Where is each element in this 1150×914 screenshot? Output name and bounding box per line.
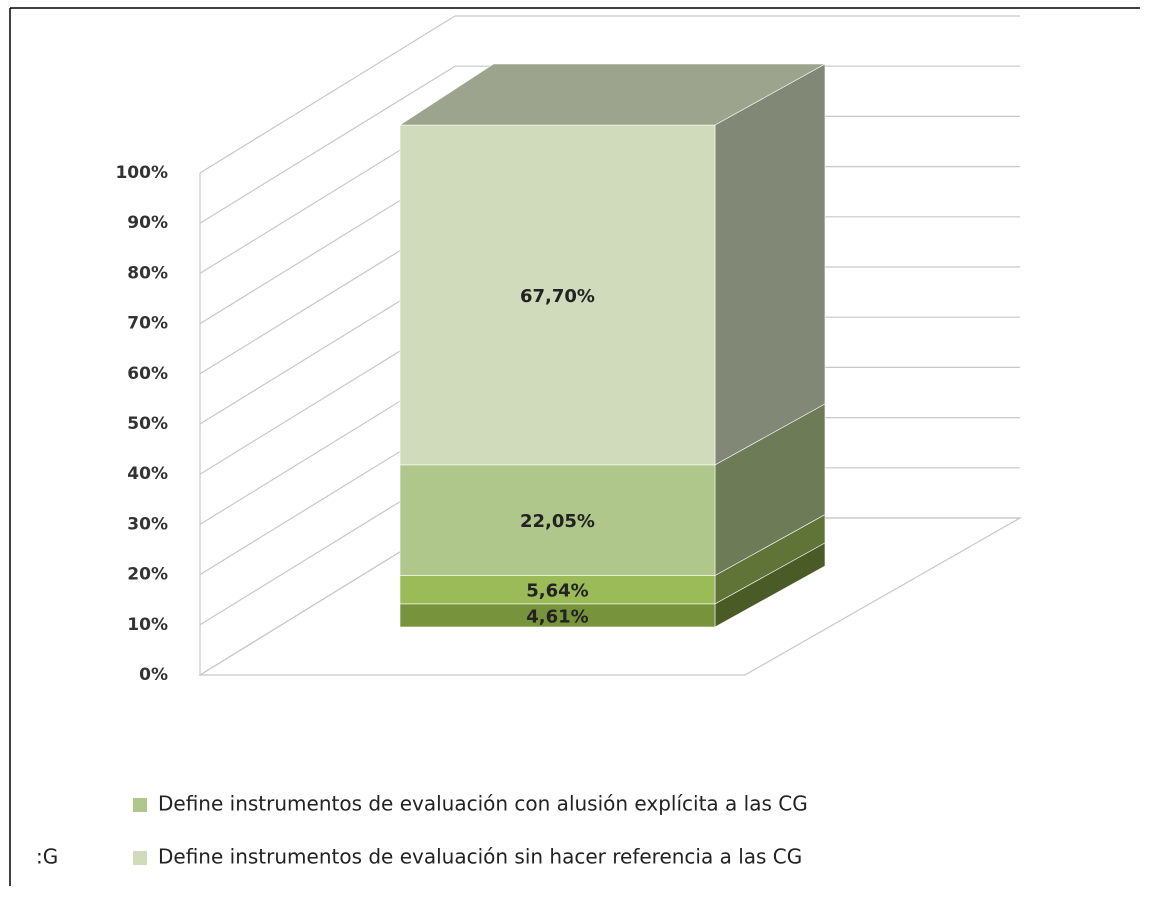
value-label: 5,64% xyxy=(526,581,588,602)
legend-swatch xyxy=(133,851,147,865)
y-tick-label: 20% xyxy=(127,565,168,585)
bar-segment xyxy=(399,575,716,605)
y-tick-label: 90% xyxy=(127,213,168,233)
y-tick-label: 60% xyxy=(127,364,168,384)
y-tick-label: 100% xyxy=(115,163,168,183)
legend-label: Define instrumentos de evaluación sin ha… xyxy=(158,845,802,869)
value-label: 4,61% xyxy=(526,606,588,627)
grid-line xyxy=(199,65,456,224)
bar-segment xyxy=(399,464,716,576)
bar-segment xyxy=(399,124,716,466)
legend-fragment: :G xyxy=(36,845,58,869)
y-tick-label: 50% xyxy=(127,414,168,434)
bar-top xyxy=(398,63,827,126)
y-tick-label: 80% xyxy=(127,263,168,283)
grid-line xyxy=(199,15,456,174)
y-tick-label: 0% xyxy=(139,665,168,685)
y-tick-label: 10% xyxy=(127,615,168,635)
legend-swatch xyxy=(133,798,147,812)
value-label: 67,70% xyxy=(520,286,595,307)
legend-label: Define instrumentos de evaluación con al… xyxy=(158,792,808,816)
y-tick-label: 70% xyxy=(127,314,168,334)
bar-side xyxy=(714,63,826,466)
y-tick-label: 30% xyxy=(127,514,168,534)
y-tick-label: 40% xyxy=(127,464,168,484)
value-label: 22,05% xyxy=(520,511,595,532)
